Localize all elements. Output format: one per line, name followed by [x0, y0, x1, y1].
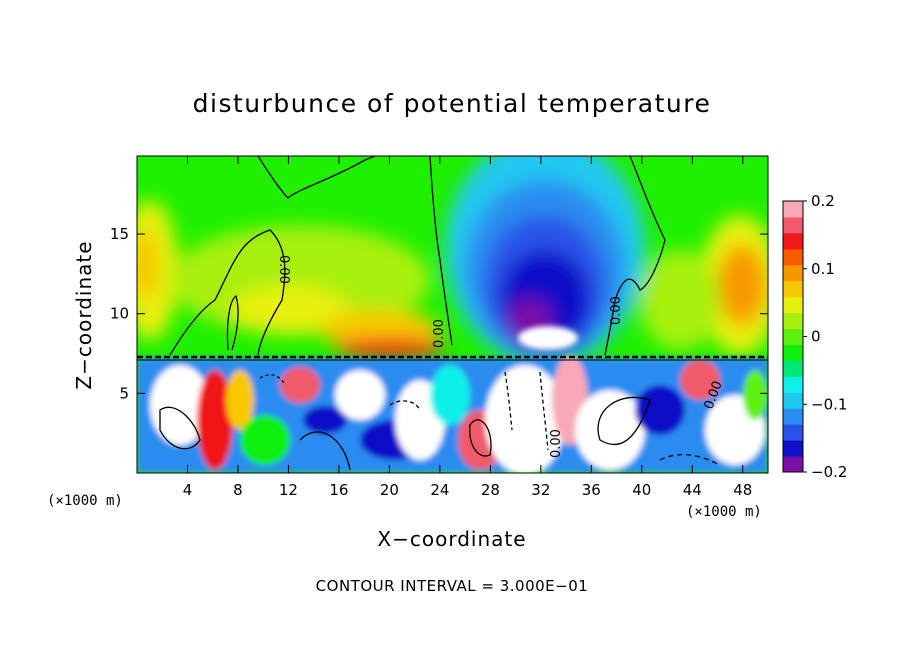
colorbar-swatch [783, 216, 803, 234]
x-axis-label: X−coordinate [377, 527, 526, 551]
contour-label: 0.00 [432, 319, 447, 348]
colorbar-swatch [783, 264, 803, 282]
y-axis-label: Z−coordinate [72, 240, 96, 389]
x-tick-label: 20 [380, 481, 399, 499]
x-tick-label: 16 [329, 481, 348, 499]
x-tick-label: 40 [632, 481, 651, 499]
x-tick-label: 4 [183, 481, 193, 499]
colorbar-swatch [783, 408, 803, 425]
colorbar-swatch [783, 248, 803, 266]
y-tick-label: 15 [110, 225, 129, 243]
plot-frame [136, 155, 769, 474]
contour-label: 0.00 [276, 255, 291, 284]
contour-label: 0.00 [609, 296, 624, 325]
colorbar-swatch [783, 424, 803, 441]
x-tick-label: 24 [430, 481, 449, 499]
x-tick-label: 32 [531, 481, 550, 499]
colorbar-tick-label: 0 [811, 328, 821, 346]
x-tick-label: 48 [733, 481, 752, 499]
x-tick-label: 44 [683, 481, 702, 499]
colorbar-swatch [783, 232, 803, 250]
boundary-layer-line [137, 355, 768, 361]
colorbar-swatch [783, 456, 803, 473]
colorbar-swatch [783, 201, 803, 218]
x-tick-label: 28 [481, 481, 500, 499]
colorbar-tick-label: 0.1 [811, 260, 835, 278]
colorbar-swatch [783, 328, 803, 345]
colorbar-swatch [783, 440, 803, 457]
colorbar-tick-label: −0.1 [811, 395, 847, 413]
contour-labels: 0.00 0.00 0.00 0.00 0.00 [276, 255, 726, 458]
colorbar-swatch [783, 280, 803, 298]
colorbar-swatch [783, 392, 803, 409]
x-tick-label: 36 [582, 481, 601, 499]
colorbar-ticks: 0.2 0.1 0 −0.1 −0.2 [803, 192, 847, 481]
contour-interval-note: CONTOUR INTERVAL = 3.000E−01 [316, 577, 589, 595]
colorbar-swatch [783, 344, 803, 361]
colorbar-swatch [783, 312, 803, 330]
x-unit-label-left: (×1000 m) [47, 493, 123, 509]
colorbar-tick-label: 0.2 [811, 192, 835, 210]
y-axis: 5 10 15 [110, 225, 768, 402]
colorbar-tick-label: −0.2 [811, 463, 847, 481]
x-unit-label-right: (×1000 m) [686, 504, 762, 520]
contour-lines [159, 156, 721, 471]
x-tick-label: 8 [233, 481, 243, 499]
y-tick-label: 5 [119, 384, 129, 402]
x-axis: 4 8 12 16 20 24 28 32 36 40 44 48 [183, 156, 752, 499]
heatmap-field [137, 156, 768, 473]
chart-title: disturbunce of potential temperature [193, 89, 712, 118]
colorbar-swatch [783, 360, 803, 377]
colorbar-swatch [783, 376, 803, 393]
colorbar-swatch [783, 296, 803, 314]
y-tick-label: 10 [110, 305, 129, 323]
x-tick-label: 12 [279, 481, 298, 499]
contour-label: 0.00 [549, 429, 564, 458]
colorbar [782, 200, 804, 473]
